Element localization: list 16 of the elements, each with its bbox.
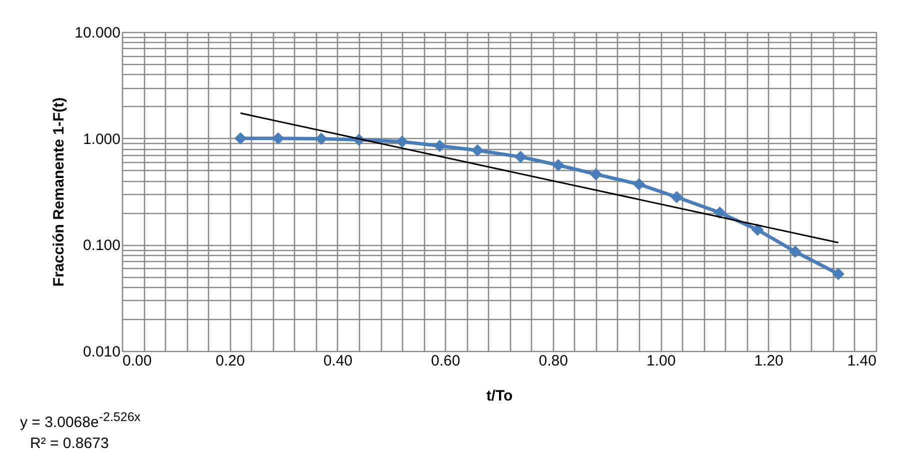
x-axis-title: t/To — [486, 388, 513, 404]
y-tick-label: 10.000 — [74, 24, 120, 42]
y-axis-title: Fracción Remanente 1-F(t) — [50, 97, 68, 287]
x-tick-label: 1.20 — [754, 352, 784, 370]
x-tick-label: 0.00 — [122, 352, 152, 370]
x-tick-label: 0.80 — [538, 352, 568, 370]
text: y = 3.0068e$^{-2.526x}$ — [20, 409, 141, 433]
x-tick-label: 0.20 — [216, 352, 245, 370]
x-tick-label: 1.40 — [847, 352, 876, 370]
y-tick-label: 0.010 — [82, 344, 120, 360]
x-tick-label: 0.40 — [323, 352, 353, 370]
x-tick-label: 0.60 — [431, 352, 460, 370]
text: R² = 0.8673 — [29, 434, 110, 454]
x-tick-label: 1.00 — [646, 352, 676, 370]
y-tick-label: 1.000 — [82, 130, 120, 148]
y-tick-label: 0.100 — [82, 237, 120, 254]
